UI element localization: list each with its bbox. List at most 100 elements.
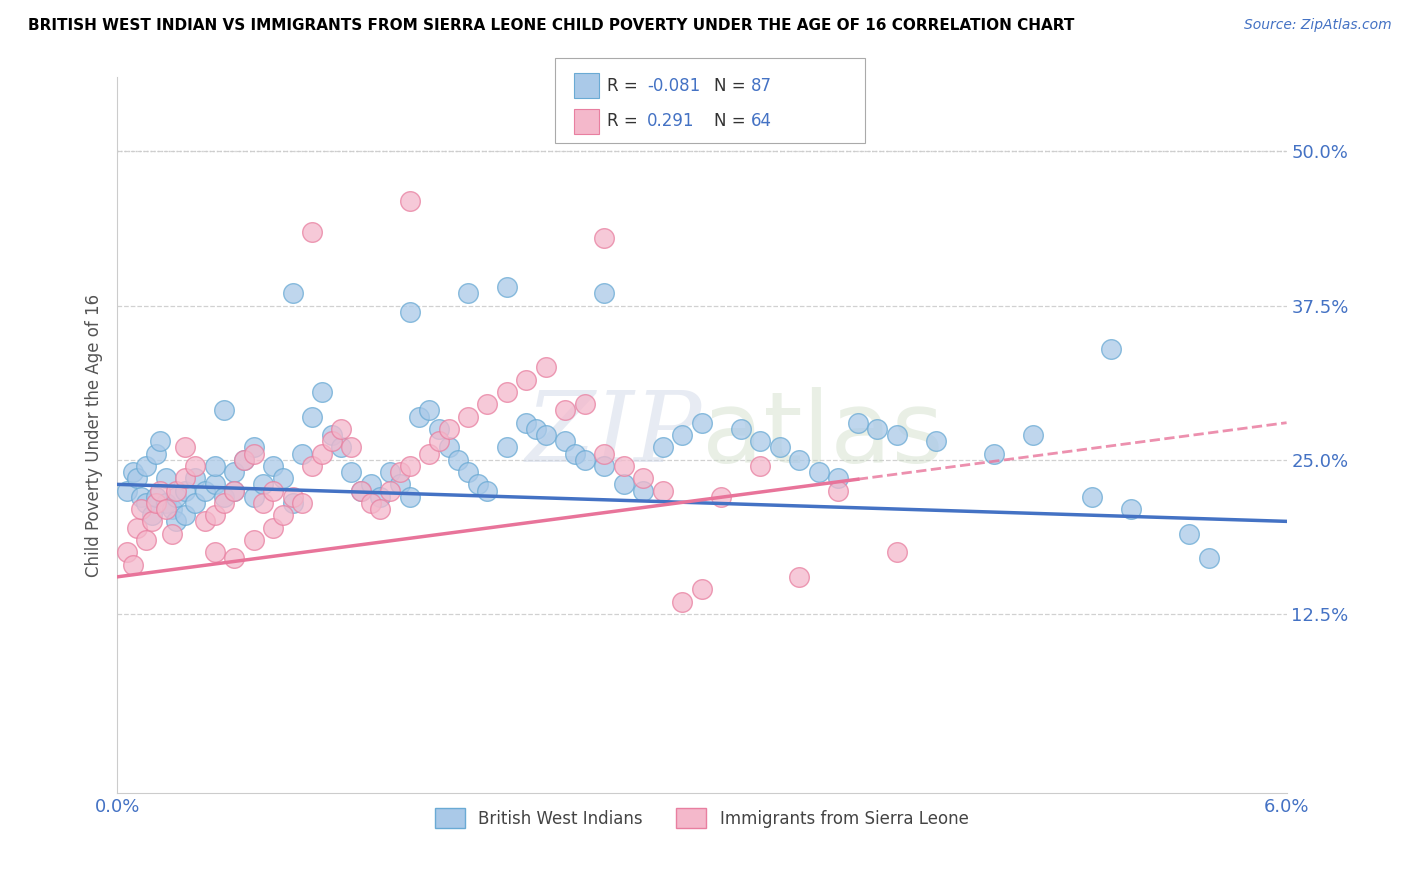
- Point: [149, 483, 172, 498]
- Point: [1080, 490, 1102, 504]
- Point: [232, 452, 254, 467]
- Text: Source: ZipAtlas.com: Source: ZipAtlas.com: [1244, 18, 1392, 32]
- Point: [214, 403, 236, 417]
- Point: [165, 483, 187, 498]
- Point: [271, 471, 294, 485]
- Point: [593, 458, 616, 473]
- Point: [242, 490, 264, 504]
- Point: [145, 446, 167, 460]
- Point: [330, 422, 353, 436]
- Point: [378, 465, 401, 479]
- Point: [194, 483, 217, 498]
- Point: [408, 409, 430, 424]
- Point: [477, 397, 499, 411]
- Point: [983, 446, 1005, 460]
- Point: [866, 422, 889, 436]
- Point: [1022, 428, 1045, 442]
- Point: [145, 496, 167, 510]
- Point: [886, 428, 908, 442]
- Point: [437, 441, 460, 455]
- Point: [242, 446, 264, 460]
- Point: [633, 471, 655, 485]
- Point: [330, 441, 353, 455]
- Point: [135, 533, 157, 547]
- Point: [633, 483, 655, 498]
- Point: [165, 514, 187, 528]
- Point: [160, 526, 183, 541]
- Text: 0.291: 0.291: [647, 112, 695, 130]
- Point: [671, 594, 693, 608]
- Point: [613, 477, 636, 491]
- Point: [477, 483, 499, 498]
- Point: [160, 502, 183, 516]
- Point: [437, 422, 460, 436]
- Point: [613, 458, 636, 473]
- Point: [496, 441, 519, 455]
- Point: [149, 434, 172, 449]
- Point: [554, 434, 576, 449]
- Point: [141, 514, 163, 528]
- Point: [515, 373, 537, 387]
- Point: [457, 286, 479, 301]
- Point: [398, 194, 420, 208]
- Point: [224, 483, 246, 498]
- Point: [145, 490, 167, 504]
- Point: [262, 458, 284, 473]
- Point: [204, 545, 226, 559]
- Point: [515, 416, 537, 430]
- Point: [281, 286, 304, 301]
- Text: N =: N =: [714, 77, 745, 95]
- Point: [534, 428, 557, 442]
- Point: [467, 477, 489, 491]
- Point: [174, 483, 197, 498]
- Point: [846, 416, 869, 430]
- Point: [534, 360, 557, 375]
- Point: [301, 458, 323, 473]
- Point: [671, 428, 693, 442]
- Point: [398, 490, 420, 504]
- Text: N =: N =: [714, 112, 745, 130]
- Point: [524, 422, 547, 436]
- Point: [174, 508, 197, 523]
- Point: [427, 434, 450, 449]
- Point: [593, 231, 616, 245]
- Point: [496, 384, 519, 399]
- Point: [115, 483, 138, 498]
- Point: [135, 458, 157, 473]
- Point: [321, 428, 343, 442]
- Point: [115, 545, 138, 559]
- Point: [1178, 526, 1201, 541]
- Point: [174, 441, 197, 455]
- Point: [769, 441, 792, 455]
- Point: [262, 520, 284, 534]
- Point: [368, 490, 391, 504]
- Point: [129, 502, 152, 516]
- Point: [224, 465, 246, 479]
- Point: [1119, 502, 1142, 516]
- Point: [204, 458, 226, 473]
- Point: [827, 471, 849, 485]
- Point: [651, 483, 673, 498]
- Point: [350, 483, 373, 498]
- Point: [135, 496, 157, 510]
- Point: [418, 403, 440, 417]
- Point: [1099, 342, 1122, 356]
- Point: [350, 483, 373, 498]
- Point: [593, 286, 616, 301]
- Point: [886, 545, 908, 559]
- Point: [398, 458, 420, 473]
- Point: [242, 441, 264, 455]
- Point: [690, 416, 713, 430]
- Point: [121, 558, 143, 572]
- Point: [242, 533, 264, 547]
- Point: [291, 446, 314, 460]
- Point: [710, 490, 733, 504]
- Point: [301, 409, 323, 424]
- Point: [574, 452, 596, 467]
- Text: R =: R =: [607, 77, 638, 95]
- Point: [789, 570, 811, 584]
- Point: [184, 471, 207, 485]
- Point: [447, 452, 470, 467]
- Point: [789, 452, 811, 467]
- Point: [125, 471, 148, 485]
